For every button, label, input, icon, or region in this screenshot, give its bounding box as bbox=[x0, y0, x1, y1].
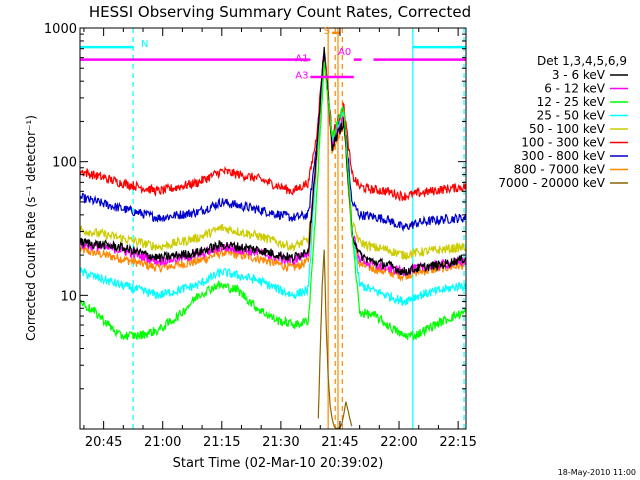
state-label-3: S bbox=[324, 26, 330, 37]
plot-area bbox=[80, 28, 466, 429]
x-tick-label-1: 21:00 bbox=[144, 435, 181, 450]
plot-frame bbox=[79, 27, 467, 430]
x-tick-label-5: 22:00 bbox=[380, 435, 417, 450]
series-line-7 bbox=[80, 57, 466, 282]
series-line-8 bbox=[317, 249, 353, 429]
x-tick-label-3: 21:30 bbox=[262, 435, 299, 450]
legend-label-3: 25 - 50 keV bbox=[537, 109, 606, 123]
legend-label-1: 6 - 12 keV bbox=[544, 82, 606, 96]
y-tick-label-2: 10 bbox=[60, 289, 77, 304]
legend-label-2: 12 - 25 keV bbox=[537, 95, 606, 109]
y-axis-label: Corrected Count Rate (s⁻¹ detector⁻¹) bbox=[24, 115, 38, 341]
y-tick-label-1: 100 bbox=[52, 156, 77, 171]
y-tick-label-0: 1000 bbox=[44, 22, 77, 37]
state-label-1: A1 bbox=[295, 54, 308, 65]
legend-label-6: 300 - 800 keV bbox=[521, 149, 605, 163]
x-axis-label: Start Time (02-Mar-10 20:39:02) bbox=[173, 456, 384, 471]
state-label-4: A0 bbox=[338, 47, 351, 58]
x-tick-label-6: 22:15 bbox=[439, 435, 476, 450]
state-label-2: A3 bbox=[295, 70, 308, 81]
state-label-0: N bbox=[141, 39, 148, 50]
x-tick-label-0: 20:45 bbox=[85, 435, 122, 450]
series-line-2 bbox=[80, 62, 466, 341]
chart-title: HESSI Observing Summary Count Rates, Cor… bbox=[89, 3, 471, 21]
legend-label-8: 7000 - 20000 keV bbox=[498, 176, 605, 190]
series-line-5 bbox=[80, 51, 466, 202]
series-line-4 bbox=[80, 50, 466, 261]
legend-label-7: 800 - 7000 keV bbox=[514, 163, 606, 177]
legend-label-0: 3 - 6 keV bbox=[552, 68, 606, 82]
legend-label-5: 100 - 300 keV bbox=[521, 136, 605, 150]
x-tick-label-2: 21:15 bbox=[203, 435, 240, 450]
footer-date: 18-May-2010 11:00 bbox=[558, 468, 636, 477]
series-line-0 bbox=[80, 46, 466, 277]
legend-title: Det 1,3,4,5,6,9 bbox=[537, 54, 627, 68]
series-line-1 bbox=[80, 51, 466, 277]
x-tick-label-4: 21:45 bbox=[321, 435, 358, 450]
series-line-3 bbox=[80, 48, 466, 306]
series-line-6 bbox=[80, 50, 466, 233]
legend-label-4: 50 - 100 keV bbox=[529, 122, 606, 136]
